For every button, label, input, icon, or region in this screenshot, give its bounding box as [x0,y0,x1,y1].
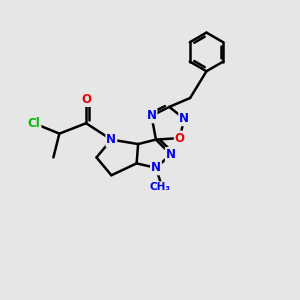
Text: N: N [166,148,176,161]
Text: Cl: Cl [28,117,40,130]
Text: CH₃: CH₃ [150,182,171,192]
Text: O: O [175,132,185,145]
Text: N: N [106,133,116,146]
Text: N: N [151,161,161,174]
Text: N: N [179,112,189,125]
Text: O: O [81,93,91,106]
Text: N: N [146,109,157,122]
